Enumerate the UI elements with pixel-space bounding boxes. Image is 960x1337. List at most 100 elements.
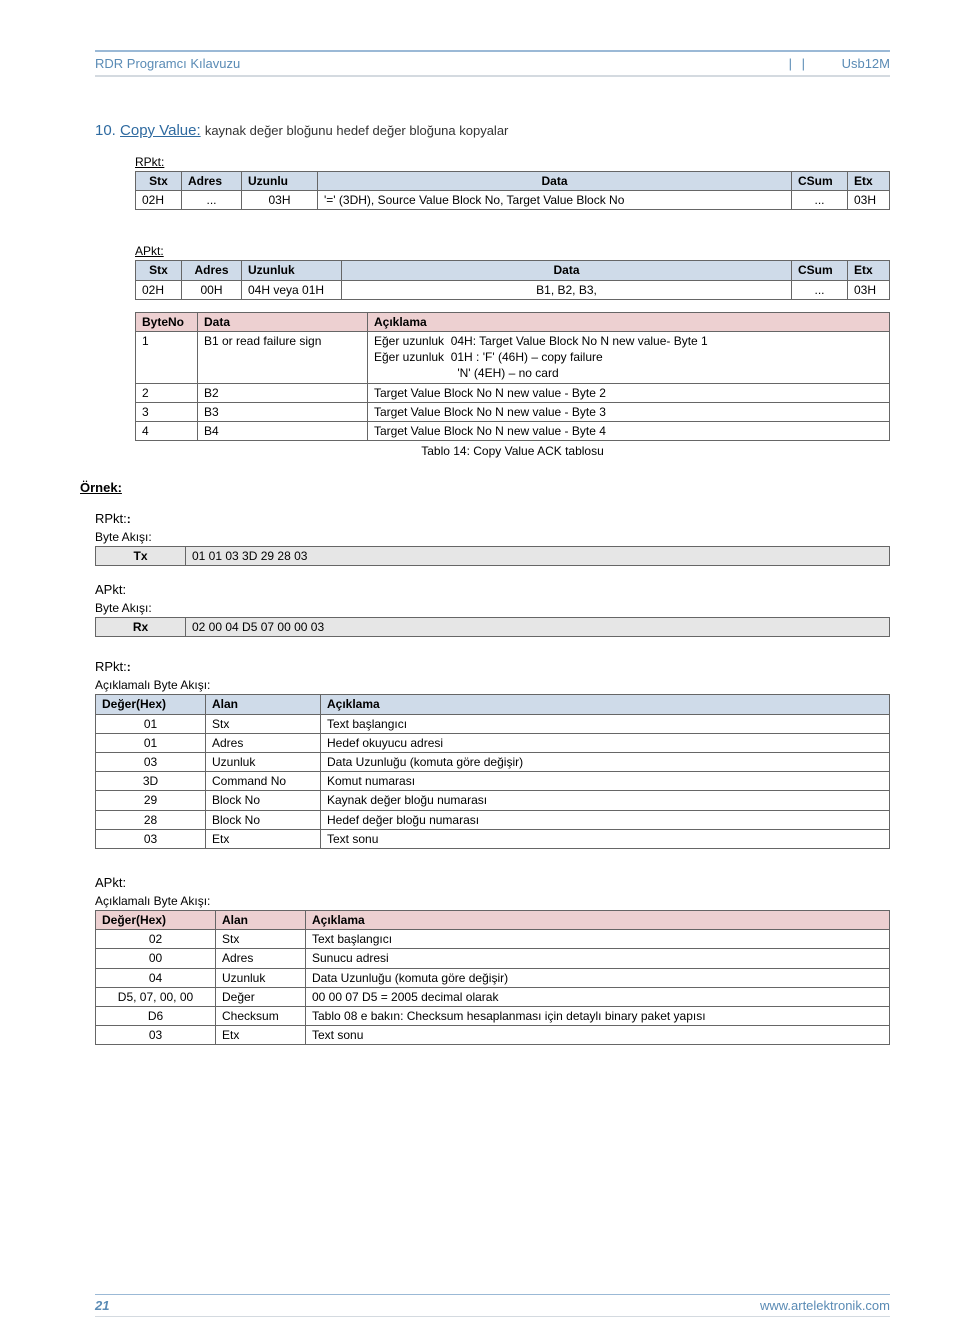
aciklamali-1: Açıklamalı Byte Akışı: <box>95 678 890 692</box>
td: 1 <box>136 331 198 383</box>
td: Command No <box>206 772 321 791</box>
td: D6 <box>96 1006 216 1025</box>
td: Hedef okuyucu adresi <box>321 733 890 752</box>
td: 29 <box>96 791 206 810</box>
header-sep: | | <box>789 56 808 71</box>
footer-url: www.artelektronik.com <box>760 1298 890 1313</box>
byteno-table: ByteNo Data Açıklama 1 B1 or read failur… <box>135 312 890 441</box>
td: Block No <box>206 810 321 829</box>
byte-akisi-2: Byte Akışı: <box>95 601 890 615</box>
td: Target Value Block No N new value - Byte… <box>368 402 890 421</box>
td: Text sonu <box>306 1026 890 1045</box>
rpkt3-table: Değer(Hex) Alan Açıklama 01StxText başla… <box>95 694 890 849</box>
td: 2 <box>136 383 198 402</box>
td: 00 <box>96 949 216 968</box>
td: 3 <box>136 402 198 421</box>
tx-label: Tx <box>96 547 186 566</box>
apkt2-label: APkt: <box>95 582 890 597</box>
td: Adres <box>216 949 306 968</box>
th: Adres <box>182 261 242 280</box>
th: Açıklama <box>306 910 890 929</box>
th: Stx <box>136 261 182 280</box>
td: 03 <box>96 829 206 848</box>
rpkt2-label: RPkt: <box>95 511 127 526</box>
rx-bytes: 02 00 04 D5 07 00 00 03 <box>186 618 890 637</box>
byteno-caption: Tablo 14: Copy Value ACK tablosu <box>135 444 890 458</box>
td: Etx <box>206 829 321 848</box>
rx-label: Rx <box>96 618 186 637</box>
rx-table: Rx 02 00 04 D5 07 00 00 03 <box>95 617 890 637</box>
td: ... <box>792 280 848 299</box>
td: ... <box>792 191 848 210</box>
td: Text başlangıcı <box>306 930 890 949</box>
th: Açıklama <box>368 312 890 331</box>
td: B1 or read failure sign <box>198 331 368 383</box>
th: CSum <box>792 261 848 280</box>
th: Uzunlu <box>242 172 318 191</box>
th: Alan <box>216 910 306 929</box>
td: ... <box>182 191 242 210</box>
apkt3-table: Değer(Hex) Alan Açıklama 02StxText başla… <box>95 910 890 1045</box>
th: Etx <box>848 261 890 280</box>
heading-desc: kaynak değer bloğunu hedef değer bloğuna… <box>205 123 509 138</box>
rpkt3-label: RPkt: <box>95 659 127 674</box>
page-header: RDR Programcı Kılavuzu | | Usb12M <box>95 50 890 77</box>
td: 03 <box>96 1026 216 1045</box>
th: Data <box>198 312 368 331</box>
td: Uzunluk <box>206 753 321 772</box>
td: 03H <box>242 191 318 210</box>
th: Adres <box>182 172 242 191</box>
td: 04 <box>96 968 216 987</box>
th: Etx <box>848 172 890 191</box>
aciklamali-2: Açıklamalı Byte Akışı: <box>95 894 890 908</box>
td: Kaynak değer bloğu numarası <box>321 791 890 810</box>
header-right: Usb12M <box>842 56 890 71</box>
td: 02H <box>136 191 182 210</box>
th: CSum <box>792 172 848 191</box>
td: D5, 07, 00, 00 <box>96 987 216 1006</box>
th: Alan <box>206 695 321 714</box>
td: 04H veya 01H <box>242 280 342 299</box>
td: 00H <box>182 280 242 299</box>
th: Stx <box>136 172 182 191</box>
th: Uzunluk <box>242 261 342 280</box>
td: 03H <box>848 280 890 299</box>
td: Text sonu <box>321 829 890 848</box>
rpkt1-table: Stx Adres Uzunlu Data CSum Etx 02H ... 0… <box>135 171 890 210</box>
td: 01 <box>96 714 206 733</box>
td: Komut numarası <box>321 772 890 791</box>
td: Data Uzunluğu (komuta göre değişir) <box>306 968 890 987</box>
td: 03H <box>848 191 890 210</box>
section-heading: 10. Copy Value: kaynak değer bloğunu hed… <box>95 122 890 139</box>
td: '=' (3DH), Source Value Block No, Target… <box>318 191 792 210</box>
th: Data <box>318 172 792 191</box>
td: Uzunluk <box>216 968 306 987</box>
td: Block No <box>206 791 321 810</box>
td: Hedef değer bloğu numarası <box>321 810 890 829</box>
td: Text başlangıcı <box>321 714 890 733</box>
th: Açıklama <box>321 695 890 714</box>
th: ByteNo <box>136 312 198 331</box>
td: Eğer uzunluk 04H: Target Value Block No … <box>368 331 890 383</box>
th: Değer(Hex) <box>96 910 216 929</box>
td: Checksum <box>216 1006 306 1025</box>
heading-prefix: 10. <box>95 122 116 139</box>
page-footer: 21 www.artelektronik.com <box>95 1294 890 1317</box>
td: Target Value Block No N new value - Byte… <box>368 383 890 402</box>
td: 02H <box>136 280 182 299</box>
rpkt1-label: RPkt: <box>135 155 890 169</box>
td: B4 <box>198 421 368 440</box>
ornek-label: Örnek: <box>80 480 890 495</box>
td: Adres <box>206 733 321 752</box>
th: Data <box>342 261 792 280</box>
td: 00 00 07 D5 = 2005 decimal olarak <box>306 987 890 1006</box>
td: Etx <box>216 1026 306 1045</box>
td: Target Value Block No N new value - Byte… <box>368 421 890 440</box>
th: Değer(Hex) <box>96 695 206 714</box>
td: 02 <box>96 930 216 949</box>
footer-page: 21 <box>95 1298 109 1313</box>
td: Stx <box>216 930 306 949</box>
td: Tablo 08 e bakın: Checksum hesaplanması … <box>306 1006 890 1025</box>
header-left: RDR Programcı Kılavuzu <box>95 56 240 71</box>
td: Değer <box>216 987 306 1006</box>
